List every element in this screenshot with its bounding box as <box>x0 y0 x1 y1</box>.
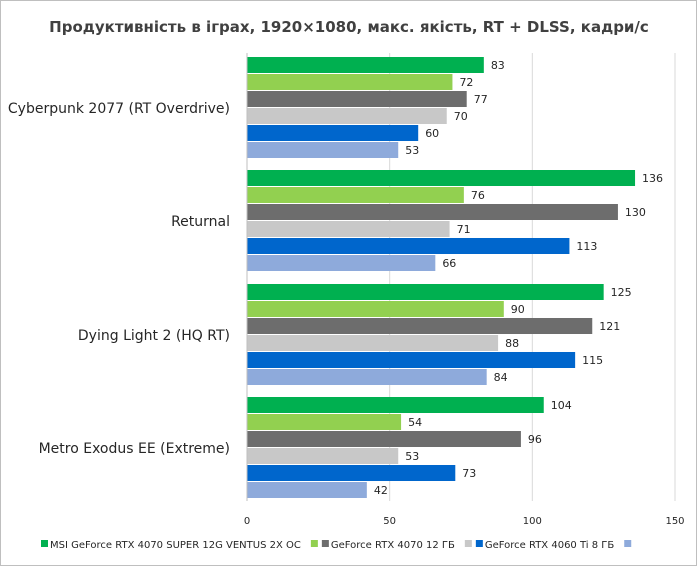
data-label: 121 <box>599 320 620 333</box>
data-label: 53 <box>405 144 419 157</box>
category-label: Metro Exodus EE (Extreme) <box>39 441 230 457</box>
x-tick-label: 100 <box>523 516 542 527</box>
data-label: 113 <box>576 240 597 253</box>
bar <box>247 187 464 203</box>
data-label: 73 <box>462 467 476 480</box>
bar <box>247 431 521 447</box>
data-label: 76 <box>471 189 485 202</box>
data-label: 83 <box>491 59 505 72</box>
legend-entry: GeForce RTX 4070 12 ГБ <box>331 540 455 551</box>
x-tick-label: 0 <box>244 516 250 527</box>
bar <box>247 318 593 334</box>
legend-swatch <box>475 540 483 547</box>
data-label: 70 <box>454 110 468 123</box>
bar <box>247 482 367 498</box>
data-label: 130 <box>625 206 646 219</box>
data-label: 72 <box>459 76 473 89</box>
data-label: 77 <box>474 93 488 106</box>
bar <box>247 142 399 158</box>
data-label: 136 <box>642 172 663 185</box>
data-label: 71 <box>457 223 471 236</box>
bar <box>247 448 399 464</box>
data-label: 115 <box>582 354 603 367</box>
bar <box>247 204 618 220</box>
data-label: 66 <box>442 257 456 270</box>
data-label: 125 <box>611 286 632 299</box>
bar <box>247 238 570 254</box>
data-label: 96 <box>528 433 542 446</box>
bar <box>247 255 436 271</box>
data-label: 84 <box>494 371 508 384</box>
bar <box>247 284 604 300</box>
bar <box>247 170 636 186</box>
bar <box>247 352 576 368</box>
legend-swatch <box>624 540 632 547</box>
data-label: 90 <box>511 303 525 316</box>
bar <box>247 125 419 141</box>
x-tick-label: 150 <box>665 516 684 527</box>
legend-swatch <box>321 540 329 547</box>
x-tick-label: 50 <box>383 516 396 527</box>
category-label: Cyberpunk 2077 (RT Overdrive) <box>8 101 230 117</box>
bar <box>247 74 453 90</box>
legend-entry: MSI GeForce RTX 4070 SUPER 12G VENTUS 2X… <box>50 540 301 551</box>
data-label: 42 <box>374 484 388 497</box>
bar <box>247 414 402 430</box>
legend-swatch <box>310 540 318 547</box>
legend-entry: GeForce RTX 4060 Ti 8 ГБ <box>485 540 615 551</box>
bar <box>247 301 504 317</box>
legend-swatch <box>464 540 472 547</box>
bar <box>247 369 487 385</box>
data-label: 60 <box>425 127 439 140</box>
bar <box>247 335 499 351</box>
category-label: Returnal <box>171 214 230 230</box>
bar <box>247 465 456 481</box>
data-label: 104 <box>551 399 572 412</box>
bar <box>247 57 484 73</box>
bar <box>247 221 450 237</box>
category-label: Dying Light 2 (HQ RT) <box>78 328 230 344</box>
bar <box>247 108 447 124</box>
chart-title: Продуктивність в іграх, 1920×1080, макс.… <box>49 18 649 36</box>
data-label: 88 <box>505 337 519 350</box>
legend-swatch <box>41 540 48 547</box>
data-label: 53 <box>405 450 419 463</box>
bar <box>247 397 544 413</box>
data-label: 54 <box>408 416 422 429</box>
bar <box>247 91 467 107</box>
